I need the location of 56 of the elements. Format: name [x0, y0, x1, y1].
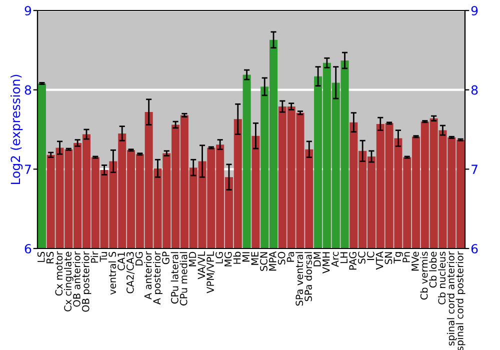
y-tick-label: 9	[24, 6, 32, 16]
x-tick-label: Arc	[331, 252, 339, 267]
x-tick-label: A anterior	[144, 251, 152, 300]
x-tick-label: SO	[278, 252, 286, 264]
x-tick-label: VMH	[322, 252, 330, 274]
x-tick-label: VPM/VPL	[206, 251, 215, 294]
y-axis-title: Log2 (expression)	[10, 74, 23, 184]
x-tick-label: IC	[366, 252, 374, 260]
y2-tick-label: 7	[472, 164, 478, 174]
x-tick-label: OB anterior	[72, 251, 80, 307]
x-tick-label: Tu	[100, 252, 108, 262]
x-tick-label: ME	[251, 252, 258, 265]
y-tick-label: 8	[24, 85, 32, 95]
x-tick-label: SPa ventral	[296, 252, 304, 306]
y-tick-label: 7	[25, 164, 31, 174]
y2-tick-label: 9	[471, 6, 478, 16]
x-tick-label: Tg	[394, 252, 403, 264]
x-tick-label: MG	[224, 252, 232, 266]
x-tick-label: Hb	[233, 252, 241, 264]
x-tick-label: PAG	[349, 252, 356, 270]
x-tick-label: MPA	[269, 251, 276, 271]
y2-tick-label: 6	[471, 244, 478, 254]
x-tick-label: Cb nucleus	[438, 252, 446, 304]
x-tick-label: DM	[314, 252, 321, 266]
x-tick-label: CA1	[118, 252, 125, 270]
x-tick-label: CA2/CA3	[126, 252, 135, 294]
x-tick-label: LH	[340, 252, 348, 264]
x-tick-label: LS	[37, 252, 45, 262]
x-tick-label: CPu medial	[180, 252, 188, 306]
x-tick-label: VTA	[376, 251, 384, 270]
x-tick-label: Cx cingulate	[64, 252, 74, 312]
x-tick-label: spinal cord anterior	[446, 251, 456, 346]
x-tick-label: Pir	[90, 251, 98, 263]
x-tick-label: OB posterior	[82, 251, 92, 312]
y2-tick-label: 8	[471, 85, 478, 95]
x-tick-label: SN	[384, 252, 392, 264]
x-tick-label: ventral S	[108, 252, 116, 295]
x-tick-label: CPu lateral	[170, 252, 178, 304]
x-tick-label: MVe	[412, 252, 419, 271]
x-tick-label: Cx motor	[55, 251, 63, 296]
x-tick-label: VA/VL	[198, 251, 206, 280]
x-tick-label: A posterior	[153, 251, 162, 305]
x-tick-label: Cb lobe	[429, 252, 437, 288]
x-tick-label: GP	[162, 252, 170, 264]
x-tick-label: LG	[216, 252, 223, 264]
x-tick-label: RS	[46, 252, 54, 264]
x-tick-label: SC	[358, 252, 366, 264]
x-tick-label: DG	[135, 252, 143, 266]
x-tick-label: Pn	[402, 252, 410, 262]
x-tick-label: MI	[242, 252, 250, 262]
x-tick-label: SCN	[260, 252, 268, 271]
x-tick-label: Pa	[286, 252, 294, 262]
x-tick-label: Cb vermis	[420, 252, 428, 300]
x-tick-label: MD	[188, 252, 196, 266]
y-tick-label: 6	[24, 244, 32, 254]
x-tick-label: SPa dorsal	[304, 252, 312, 302]
